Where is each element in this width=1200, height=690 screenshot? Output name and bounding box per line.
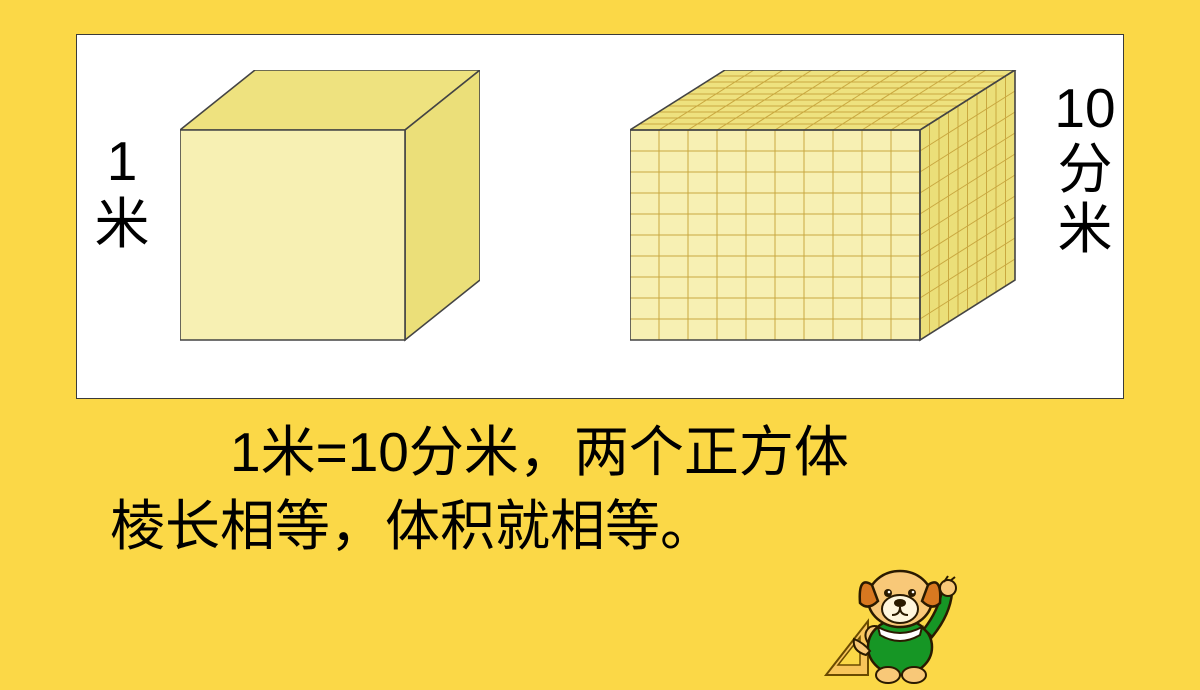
solid-cube-svg xyxy=(180,70,480,360)
grid-cube-svg xyxy=(630,70,1020,360)
main-text: 1米=10分米，两个正方体 棱长相等，体积就相等。 xyxy=(110,415,1110,564)
right-cube-label: 10分米 xyxy=(1045,78,1125,260)
main-text-line2: 棱长相等，体积就相等。 xyxy=(110,495,715,557)
mascot-dog-icon xyxy=(820,555,970,690)
solid-cube xyxy=(180,70,480,365)
right-cube-label-text: 10分米 xyxy=(1054,77,1115,260)
main-text-line1: 1米=10分米，两个正方体 xyxy=(230,421,849,483)
left-cube-label: 1米 xyxy=(92,130,152,257)
grid-cube xyxy=(630,70,1020,365)
left-cube-label-text: 1米 xyxy=(94,130,149,255)
